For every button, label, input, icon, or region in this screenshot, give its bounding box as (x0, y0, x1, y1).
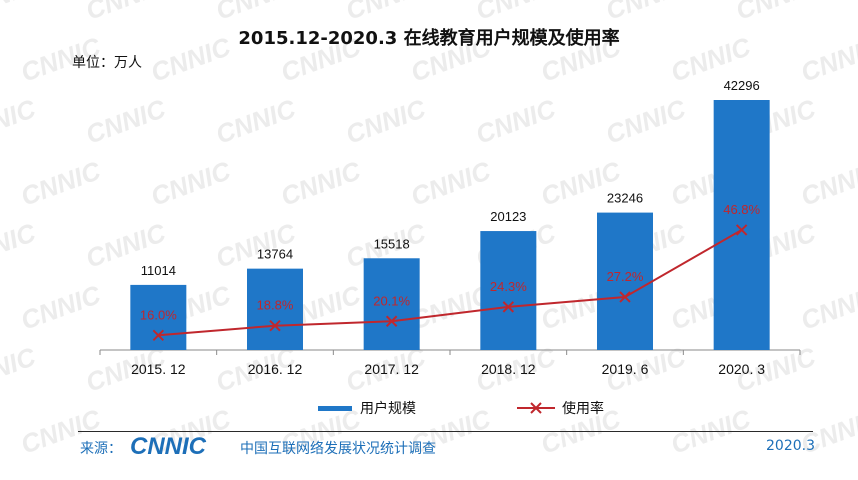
legend-bar-swatch (318, 405, 352, 411)
usage-rate-point (269, 319, 281, 332)
x-tick-label: 2016. 12 (248, 361, 303, 377)
legend-item-line: 使用率 (516, 398, 604, 418)
usage-rate-label: 24.3% (490, 279, 527, 294)
usage-rate-line (158, 229, 743, 337)
usage-rate-label: 27.2% (607, 269, 644, 284)
usage-rate-point (152, 329, 165, 341)
x-tick-label: 2018. 12 (481, 361, 536, 377)
footer-date: 2020.3 (766, 438, 815, 454)
bar-value-label: 20123 (490, 209, 526, 224)
usage-rate-point (502, 301, 515, 313)
footer-divider (78, 431, 813, 432)
x-tick-label: 2017. 12 (364, 361, 419, 377)
legend-item-bars: 用户规模 (318, 398, 416, 418)
footer: 来源： CNNIC 中国互联网络发展状况统计调查 2020.3 (80, 434, 815, 458)
center-name: 中国互联网络发展状况统计调查 (240, 441, 436, 457)
legend-line-label: 使用率 (562, 401, 604, 417)
bar (480, 231, 537, 350)
bar-value-label: 11014 (141, 263, 176, 278)
unit-label: 单位：万人 (72, 55, 142, 71)
logo-text: CNNIC (130, 434, 207, 458)
usage-rate-point (385, 315, 398, 327)
bar (363, 258, 420, 350)
bar-value-label: 42296 (724, 78, 760, 93)
bar-value-label: 15518 (374, 236, 410, 251)
bar (247, 268, 303, 350)
usage-rate-label: 16.0% (140, 307, 177, 322)
x-tick-label: 2019. 6 (602, 361, 649, 377)
bar (130, 284, 187, 350)
x-tick-label: 2015. 12 (131, 361, 186, 377)
usage-rate-label: 46.8% (723, 202, 760, 217)
chart-title: 2015.12-2020.3 在线教育用户规模及使用率 (238, 28, 620, 49)
usage-rate-label: 20.1% (373, 293, 410, 308)
usage-rate-label: 18.8% (257, 298, 294, 313)
usage-rate-point (619, 291, 631, 303)
bar (597, 212, 653, 350)
bar (713, 100, 770, 350)
cnnic-logo: CNNIC (130, 434, 207, 458)
legend-bar-label: 用户规模 (360, 401, 416, 417)
bar-value-label: 23246 (607, 191, 643, 206)
source-label: 来源： (80, 441, 122, 457)
legend-line-swatch (517, 402, 555, 414)
bar-value-label: 13764 (257, 247, 293, 262)
x-tick-label: 2020. 3 (718, 361, 765, 377)
usage-rate-point (735, 224, 748, 236)
